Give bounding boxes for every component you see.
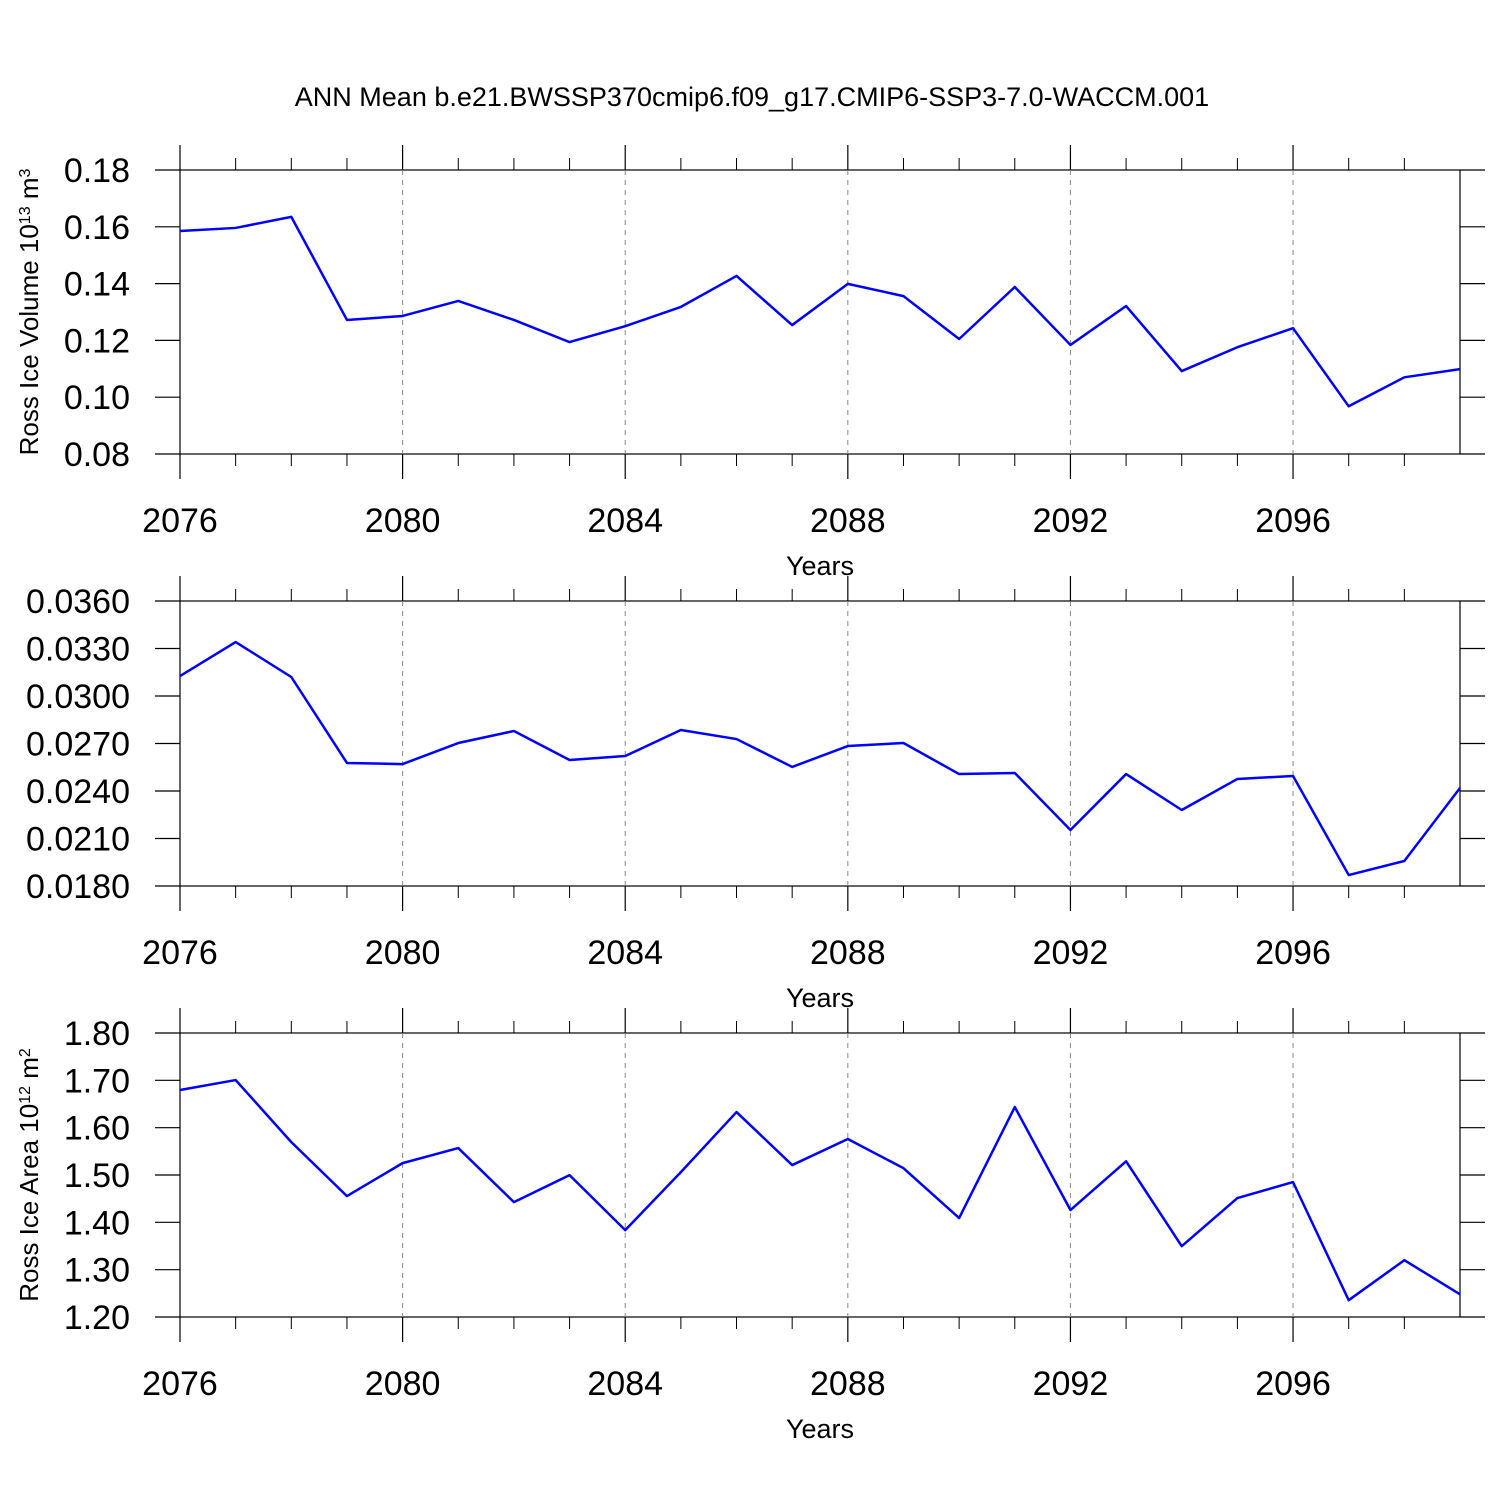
y-tick-label: 0.14: [64, 266, 130, 304]
x-tick-label: 2076: [142, 1365, 218, 1403]
y-tick-label: 0.0360: [26, 583, 130, 621]
data-line: [179, 640, 1461, 877]
y-tick-label: 0.0300: [26, 678, 130, 716]
y-tick-label: 1.70: [64, 1062, 130, 1100]
data-line: [179, 215, 1461, 408]
y-tick-label: 1.20: [64, 1299, 130, 1337]
x-axis-label: Years: [786, 1414, 854, 1444]
x-tick-label: 2088: [810, 502, 886, 540]
y-tick-label: 0.0240: [26, 773, 130, 811]
plot-frame: [179, 600, 1461, 887]
y-tick-label: 0.18: [64, 152, 130, 190]
x-tick-label: 2080: [365, 1365, 441, 1403]
x-tick-label: 2092: [1033, 1365, 1109, 1403]
y-axis-label-part: m: [14, 177, 44, 206]
y-axis-label-part: 12: [17, 1086, 34, 1104]
y-tick-label: 0.0210: [26, 821, 130, 859]
x-tick-label: 2096: [1255, 934, 1331, 972]
x-tick-label: 2080: [365, 502, 441, 540]
y-tick-label: 0.0270: [26, 726, 130, 764]
x-tick-label: 2084: [587, 502, 663, 540]
y-axis-label-part: m: [0, 594, 4, 623]
x-tick-label: 2092: [1033, 934, 1109, 972]
y-axis-label-part: Ross Ice Volume 10: [14, 224, 44, 455]
x-tick-label: 2088: [810, 934, 886, 972]
y-tick-label: 0.0330: [26, 631, 130, 669]
y-tick-label: 1.40: [64, 1204, 130, 1242]
x-axis-label: Years: [786, 983, 854, 1013]
y-axis-label: Ross Ice Volume 1013 m3: [14, 168, 44, 455]
x-tick-label: 2076: [142, 934, 218, 972]
y-axis-label: Ross Snow Volume 1013 m3: [0, 585, 4, 902]
x-axis-label: Years: [786, 551, 854, 581]
x-tick-label: 2084: [587, 934, 663, 972]
y-axis-label-part: 3: [17, 168, 34, 177]
y-axis-label-part: Ross Ice Area 10: [14, 1104, 44, 1302]
y-axis-label-part: 2: [17, 1048, 34, 1057]
y-axis-label-part: 13: [17, 206, 34, 224]
y-tick-label: 1.80: [64, 1015, 130, 1053]
x-tick-label: 2092: [1033, 502, 1109, 540]
plot-frame: [179, 169, 1461, 455]
x-tick-label: 2096: [1255, 1365, 1331, 1403]
x-tick-label: 2084: [587, 1365, 663, 1403]
y-axis-label-part: Ross Snow Volume 10: [0, 641, 4, 903]
y-tick-label: 0.10: [64, 379, 130, 417]
y-axis-label: Ross Ice Area 1012 m2: [14, 1048, 44, 1302]
x-tick-label: 2096: [1255, 502, 1331, 540]
x-tick-label: 2076: [142, 502, 218, 540]
panel: 2076 2080 2084 2088 2092 2096 0.0180 0.0210 0.02…: [0, 576, 1485, 1013]
y-tick-label: 0.12: [64, 322, 130, 360]
y-tick-label: 1.30: [64, 1252, 130, 1290]
plot-frame: [179, 1032, 1461, 1318]
y-tick-label: 1.50: [64, 1157, 130, 1195]
y-axis-label-part: m: [14, 1057, 44, 1086]
y-tick-label: 0.08: [64, 436, 130, 474]
panel: 2076 2080 2084 2088 2092 2096 1.20 1.30 1.40 1.50…: [14, 1008, 1485, 1444]
figure-title: ANN Mean b.e21.BWSSP370cmip6.f09_g17.CMI…: [295, 82, 1209, 112]
y-tick-label: 0.0180: [26, 868, 130, 906]
y-tick-label: 0.16: [64, 209, 130, 247]
x-tick-label: 2080: [365, 934, 441, 972]
panel: 2076 2080 2084 2088 2092 2096 0.08 0.10 0.12 0.14…: [14, 145, 1485, 581]
x-tick-label: 2088: [810, 1365, 886, 1403]
data-line: [179, 1078, 1461, 1302]
y-tick-label: 1.60: [64, 1110, 130, 1148]
